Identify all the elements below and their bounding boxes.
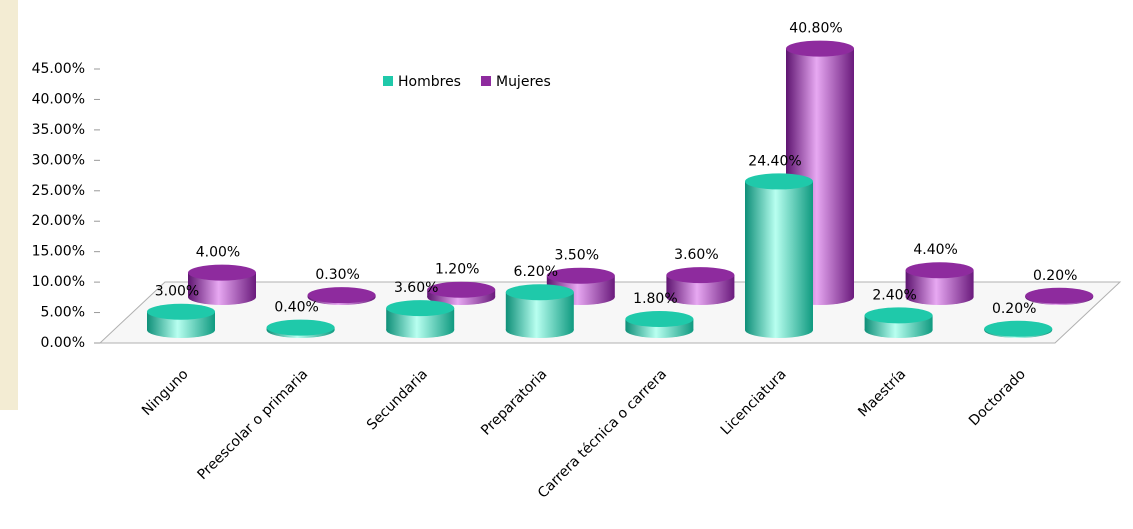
- y-tick-label: 10.00%: [32, 274, 85, 290]
- x-tick-label: Licenciatura: [718, 366, 790, 438]
- y-tick-label: 35.00%: [32, 122, 85, 138]
- bar-top: [625, 311, 694, 328]
- bar-top: [147, 303, 215, 320]
- bar-top: [984, 320, 1053, 337]
- bar-top: [427, 281, 496, 298]
- bar: [307, 287, 376, 305]
- value-label: 1.20%: [435, 262, 479, 278]
- y-tick-label: 40.00%: [32, 91, 85, 107]
- bar-top: [666, 267, 735, 284]
- bar-top: [786, 40, 854, 57]
- y-tick-label: 5.00%: [41, 305, 85, 321]
- value-label: 0.20%: [1033, 268, 1077, 284]
- bar: [905, 262, 974, 305]
- x-tick-label: Carrera técnica o carrera: [535, 366, 670, 501]
- value-label: 6.20%: [514, 264, 558, 280]
- value-label: 24.40%: [748, 153, 801, 169]
- value-label: 4.40%: [913, 242, 957, 258]
- bar: [864, 307, 933, 338]
- bar: [427, 281, 496, 305]
- bar: [266, 319, 335, 338]
- y-tick-label: 25.00%: [32, 183, 85, 199]
- x-tick-label: Maestría: [855, 366, 909, 420]
- legend-swatch: [480, 76, 491, 86]
- value-label: 40.80%: [789, 21, 842, 37]
- value-label: 3.00%: [155, 284, 199, 300]
- value-label: 3.60%: [674, 247, 718, 263]
- x-tick-label: Preparatoria: [478, 366, 550, 438]
- bar: [745, 173, 813, 338]
- bar: [147, 303, 215, 338]
- bar: [1025, 287, 1094, 305]
- value-label: 0.30%: [315, 267, 359, 283]
- x-tick-label: Preescolar o primaria: [195, 366, 312, 483]
- y-tick-label: 45.00%: [32, 61, 85, 77]
- bar-top: [386, 300, 455, 317]
- bar-top: [505, 284, 574, 301]
- bar: [386, 300, 455, 338]
- bar-top: [1025, 287, 1094, 304]
- x-tick-label: Ninguno: [139, 366, 192, 419]
- bar-top: [188, 264, 256, 281]
- x-tick-label: Secundaria: [364, 366, 431, 433]
- side-decoration: [0, 0, 18, 410]
- y-tick-label: 0.00%: [41, 335, 85, 351]
- value-label: 0.20%: [992, 301, 1036, 317]
- value-label: 0.40%: [274, 300, 318, 316]
- bar: [505, 284, 574, 338]
- bar-top: [745, 173, 813, 190]
- x-tick-label: Doctorado: [966, 366, 1029, 429]
- value-label: 3.50%: [555, 248, 599, 264]
- y-tick-label: 30.00%: [32, 152, 85, 168]
- legend-label: Hombres: [398, 74, 461, 90]
- legend-label: Mujeres: [496, 74, 551, 90]
- bar: [666, 267, 735, 305]
- y-tick-label: 15.00%: [32, 244, 85, 260]
- bar: [188, 264, 256, 305]
- bar-top: [307, 287, 376, 304]
- value-label: 3.60%: [394, 280, 438, 296]
- bar: [984, 320, 1053, 338]
- bar: [625, 311, 694, 338]
- value-label: 4.00%: [196, 245, 240, 261]
- bar-body: [745, 181, 813, 330]
- bar-top: [864, 307, 933, 324]
- y-tick-label: 20.00%: [32, 213, 85, 229]
- bar-top: [905, 262, 974, 279]
- legend-swatch: [383, 76, 393, 86]
- bar-top: [546, 267, 615, 284]
- value-label: 2.40%: [872, 287, 916, 303]
- bar-top: [266, 319, 335, 336]
- value-label: 1.80%: [633, 291, 677, 307]
